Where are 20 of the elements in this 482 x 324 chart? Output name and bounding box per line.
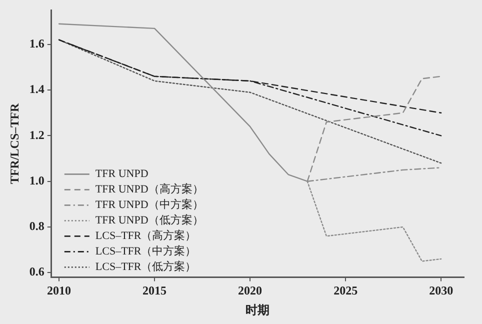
legend-label: TFR UNPD（中方案）: [95, 198, 204, 212]
legend-label: LCS–TFR（低方案）: [95, 260, 196, 274]
x-axis-title: 时期: [246, 302, 270, 317]
y-tick-label: 0.6: [29, 264, 44, 279]
x-tick-label: 2025: [334, 283, 358, 298]
x-tick-label: 2020: [238, 283, 262, 298]
y-tick-label: 1.2: [29, 128, 44, 142]
x-tick-label: 2015: [142, 283, 167, 298]
y-tick-label: 1.0: [29, 173, 44, 188]
y-tick-label: 1.6: [29, 36, 44, 51]
legend-label: LCS–TFR（中方案）: [95, 244, 196, 258]
y-tick-label: 1.4: [29, 82, 44, 96]
y-tick-label: 0.8: [29, 219, 44, 234]
legend-label: TFR UNPD（低方案）: [95, 214, 204, 227]
legend-label: TFR UNPD（高方案）: [95, 182, 204, 196]
x-tick-label: 2010: [47, 283, 72, 298]
legend-label: LCS–TFR（高方案）: [95, 229, 196, 242]
legend-label: TFR UNPD: [95, 168, 148, 180]
y-axis-title: TFR/LCS–TFR: [7, 103, 22, 184]
x-tick-label: 2030: [429, 283, 454, 298]
